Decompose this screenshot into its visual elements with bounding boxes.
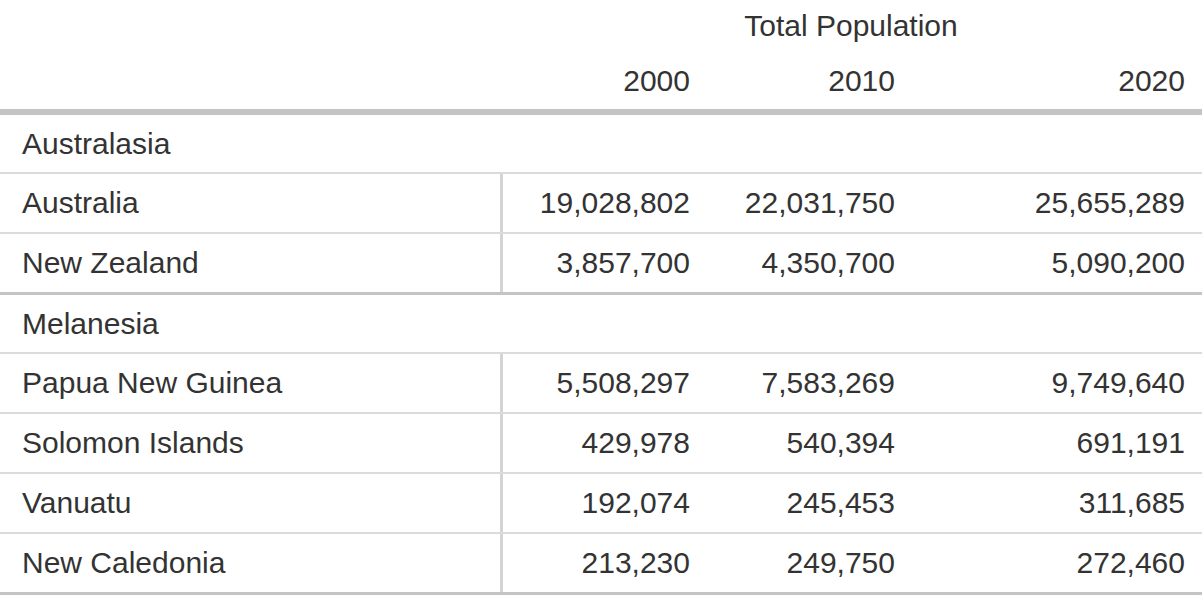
country-name-cell: Australia	[0, 186, 500, 220]
population-value-cell: 19,028,802	[500, 174, 690, 232]
table-row-australia: Australia 19,028,802 22,031,750 25,655,2…	[0, 172, 1202, 232]
population-value-cell: 213,230	[500, 534, 690, 592]
population-value-cell: 272,460	[895, 534, 1202, 592]
population-value-cell: 249,750	[690, 534, 895, 592]
population-value-cell: 429,978	[500, 414, 690, 472]
section-label: Melanesia	[0, 307, 500, 341]
year-header-2000: 2000	[500, 52, 690, 109]
table-row-new-zealand: New Zealand 3,857,700 4,350,700 5,090,20…	[0, 232, 1202, 292]
year-header-2020: 2020	[895, 52, 1202, 109]
country-name-cell: Solomon Islands	[0, 426, 500, 460]
section-row-australasia: Australasia	[0, 112, 1202, 172]
table-row-new-caledonia: New Caledonia 213,230 249,750 272,460	[0, 532, 1202, 592]
table-title: Total Population	[500, 9, 1202, 43]
population-value-cell: 5,508,297	[500, 354, 690, 412]
population-value-cell: 691,191	[895, 414, 1202, 472]
population-table: Total Population 2000 2010 2020 Australa…	[0, 0, 1202, 596]
population-value-cell: 3,857,700	[500, 234, 690, 292]
population-value-cell: 5,090,200	[895, 234, 1202, 292]
country-name-cell: Papua New Guinea	[0, 366, 500, 400]
table-row-papua-new-guinea: Papua New Guinea 5,508,297 7,583,269 9,7…	[0, 352, 1202, 412]
table-row-vanuatu: Vanuatu 192,074 245,453 311,685	[0, 472, 1202, 532]
population-value-cell: 192,074	[500, 474, 690, 532]
section-row-melanesia: Melanesia	[0, 292, 1202, 352]
table-title-row: Total Population	[0, 0, 1202, 52]
population-value-cell: 311,685	[895, 474, 1202, 532]
country-name-cell: New Zealand	[0, 246, 500, 280]
table-row-solomon-islands: Solomon Islands 429,978 540,394 691,191	[0, 412, 1202, 472]
population-value-cell: 4,350,700	[690, 234, 895, 292]
population-value-cell: 245,453	[690, 474, 895, 532]
population-value-cell: 7,583,269	[690, 354, 895, 412]
population-value-cell: 25,655,289	[895, 174, 1202, 232]
country-name-cell: New Caledonia	[0, 546, 500, 580]
population-value-cell: 540,394	[690, 414, 895, 472]
table-bottom-border	[0, 592, 1202, 595]
year-header-2010: 2010	[690, 52, 895, 109]
section-label: Australasia	[0, 127, 500, 161]
population-value-cell: 9,749,640	[895, 354, 1202, 412]
year-header-row: 2000 2010 2020	[0, 52, 1202, 112]
population-value-cell: 22,031,750	[690, 174, 895, 232]
country-name-cell: Vanuatu	[0, 486, 500, 520]
